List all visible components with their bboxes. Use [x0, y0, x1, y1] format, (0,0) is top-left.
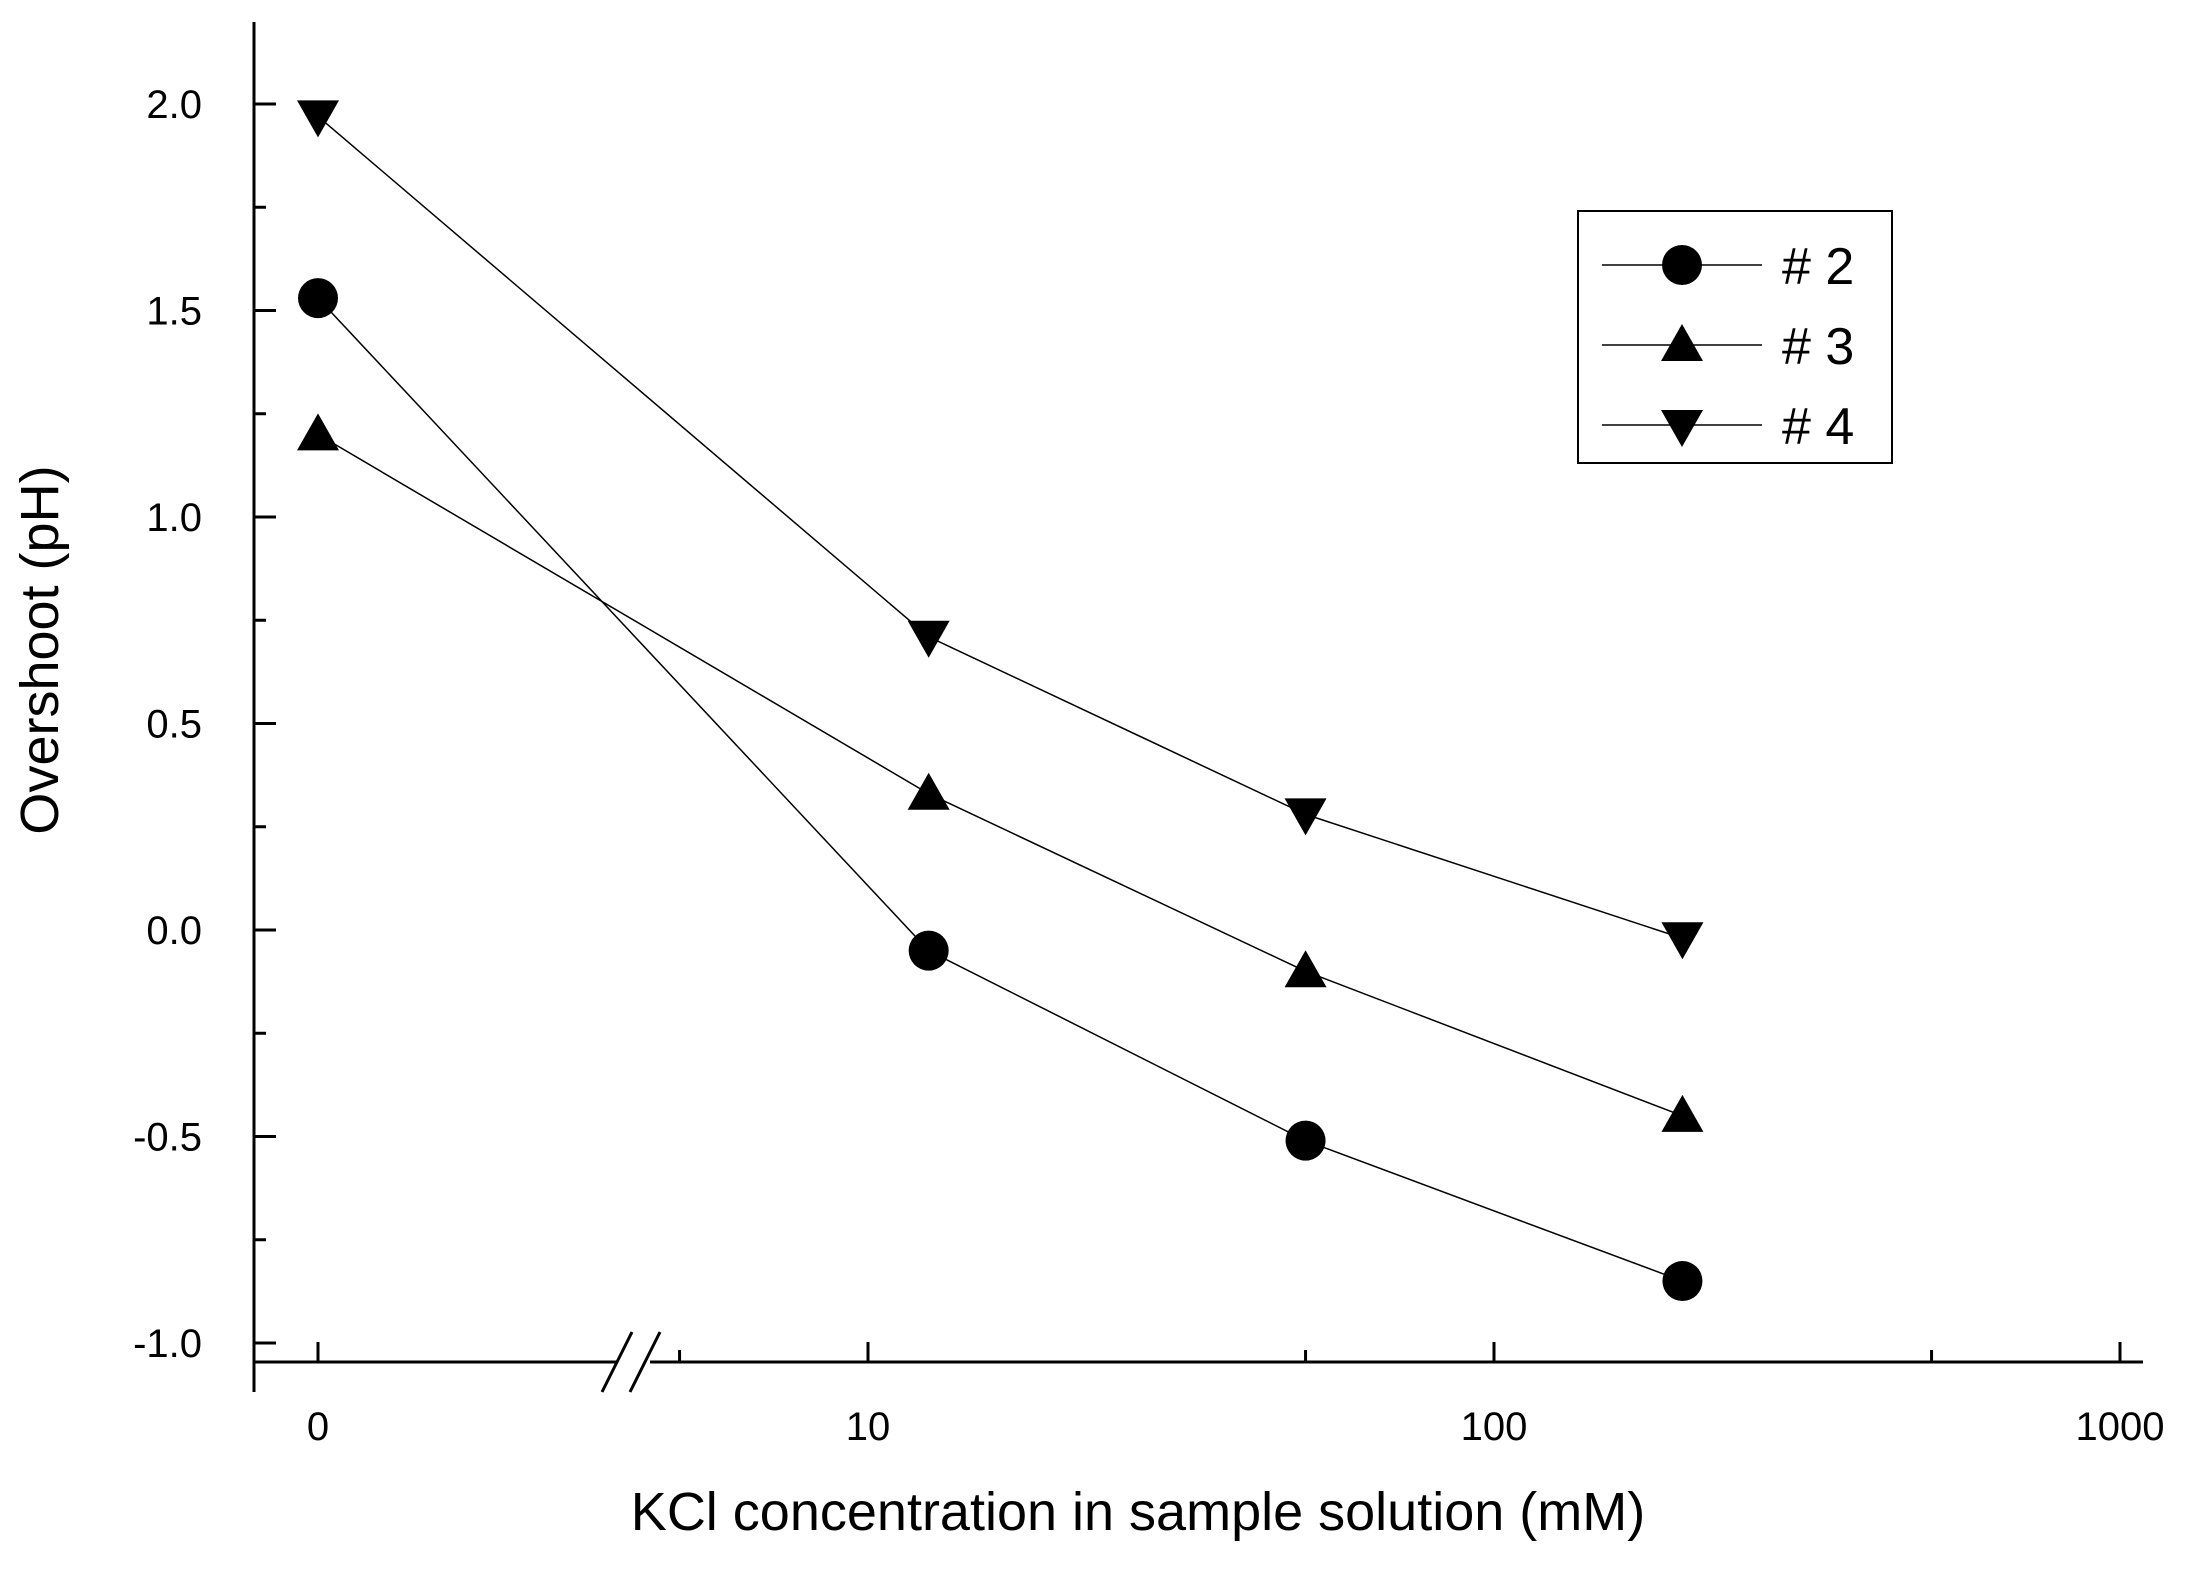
y-tick-label: -0.5: [133, 1116, 202, 1160]
series-2-point: [908, 930, 949, 971]
x-tick-label: 100: [1461, 1405, 1528, 1449]
legend-box: [1577, 210, 1893, 464]
series-2-point: [1285, 1120, 1326, 1161]
axes: [252, 22, 2143, 1393]
x-tick-label: 0: [307, 1405, 329, 1449]
series-2-segment: [317, 297, 930, 952]
series-2-segment: [1305, 1139, 1683, 1282]
series-3-segment: [1305, 970, 1683, 1117]
series-3-point: [907, 772, 950, 810]
series-lines: [317, 115, 1683, 1282]
series-markers: [297, 100, 1704, 1302]
series-4-point: [297, 100, 339, 138]
series-4-point: [1661, 922, 1704, 960]
series-2-point: [1662, 1261, 1703, 1302]
legend-marker-3: [1661, 324, 1703, 361]
y-tick-label: -1.0: [133, 1322, 202, 1366]
series-3-segment: [317, 433, 930, 795]
legend-label-2: # 2: [1782, 238, 1854, 296]
y-axis-title: Overshoot (pH): [10, 465, 70, 834]
series-2-point: [298, 278, 338, 319]
tick-labels: 2.0 1.5 1.0 0.5 0.0 -0.5 -1.0 0 10 100 1000: [133, 83, 2164, 1449]
series-2-segment: [928, 949, 1306, 1142]
legend-label-4: # 4: [1782, 398, 1854, 456]
x-axis-title: KCl concentration in sample solution (mM…: [631, 1482, 1645, 1542]
series-3-point: [1284, 950, 1327, 988]
series-4-segment: [1305, 813, 1683, 939]
series-4-segment: [928, 636, 1306, 816]
series-4-segment: [317, 115, 930, 638]
x-tick-label: 1000: [2076, 1405, 2165, 1449]
y-tick-label: 2.0: [146, 83, 202, 127]
axis-break-mark: [628, 1331, 662, 1393]
series-3-point: [1661, 1094, 1704, 1132]
y-tick-label: 1.5: [146, 290, 202, 334]
series-3-point: [297, 413, 339, 451]
y-tick-label: 1.0: [146, 496, 202, 540]
legend-marker-4: [1661, 410, 1703, 447]
legend-label-3: # 3: [1782, 318, 1854, 376]
y-tick-label: 0.5: [146, 703, 202, 747]
y-tick-label: 0.0: [146, 909, 202, 953]
x-tick-label: 10: [846, 1405, 891, 1449]
legend-marker-2: [1662, 245, 1702, 285]
series-3-segment: [928, 793, 1306, 972]
series-4-point: [907, 620, 950, 658]
axis-break-mark: [600, 1331, 634, 1393]
series-4-point: [1284, 798, 1327, 836]
legend: # 2 # 3 # 4: [1577, 210, 1893, 464]
